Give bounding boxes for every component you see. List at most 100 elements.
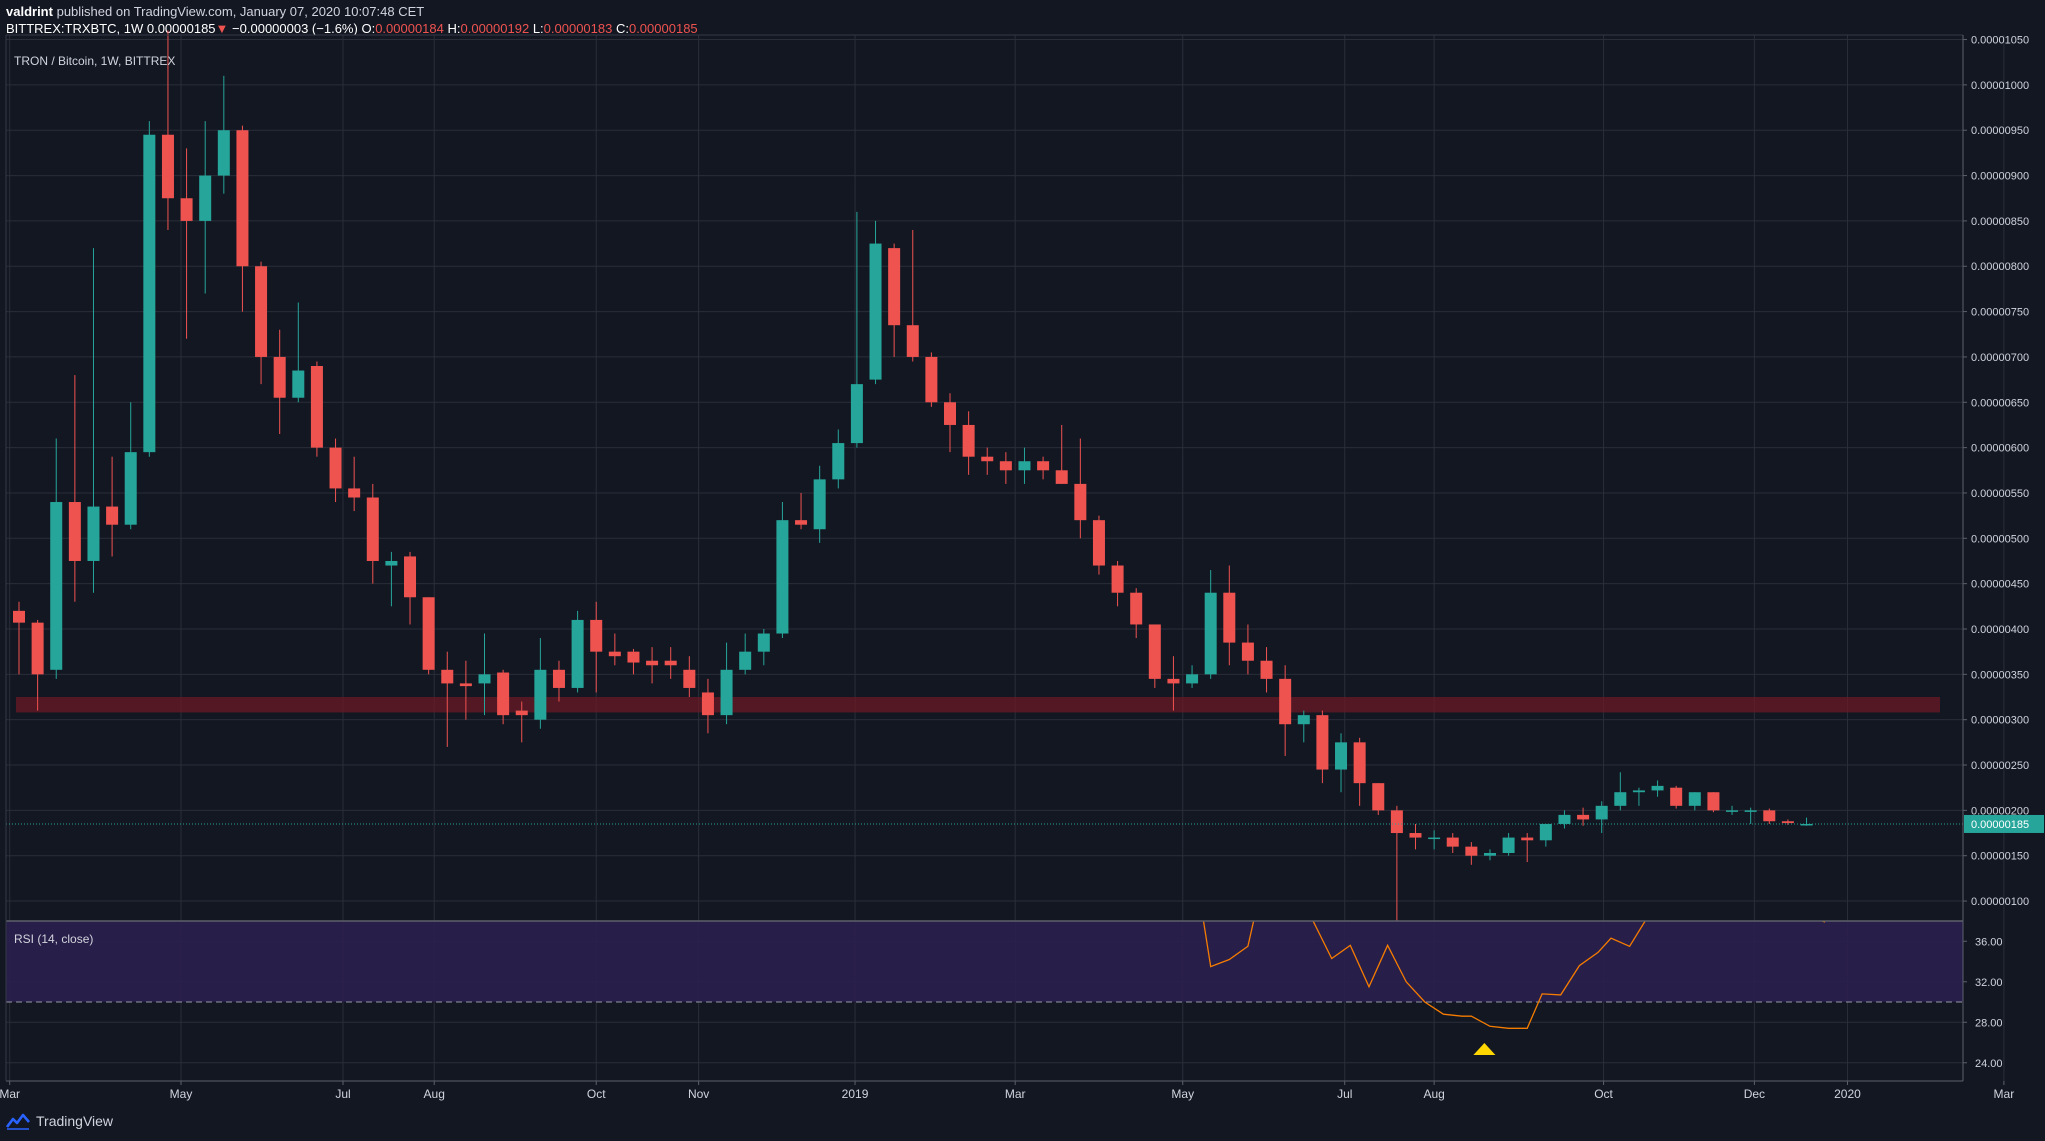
candle (1074, 438, 1087, 539)
candle-body (646, 660, 659, 666)
rsi-band (6, 921, 1963, 1003)
candle (701, 678, 714, 734)
candle (1409, 823, 1422, 850)
candle-body (255, 266, 268, 357)
candle-body (664, 660, 677, 666)
candle-body (1726, 810, 1739, 812)
candle-body (478, 674, 491, 684)
candle-body (1800, 823, 1813, 826)
candle-body (1204, 592, 1217, 675)
candle-body (348, 488, 361, 498)
candle (646, 647, 659, 684)
support-zone (16, 697, 1940, 713)
candle-body (366, 497, 379, 561)
candle (1446, 833, 1459, 853)
candle (310, 361, 323, 457)
candle (1297, 710, 1310, 743)
candle-body (1167, 678, 1180, 684)
candle-body (608, 651, 621, 657)
candle (143, 121, 156, 457)
candle-body (534, 669, 547, 720)
candle-body (1241, 642, 1254, 661)
candle (1781, 819, 1794, 825)
price-tag-bg (1964, 814, 2044, 833)
candle (776, 502, 789, 639)
candle-body (1037, 461, 1050, 471)
high-value: 0.00000192 (460, 21, 530, 36)
candle (199, 121, 212, 294)
candle-body (68, 502, 81, 561)
candle (1632, 787, 1645, 806)
candle-body (217, 130, 230, 176)
candle (552, 660, 565, 702)
time-tick-label: Mar (0, 1087, 20, 1101)
candle-body (385, 560, 398, 566)
time-axis[interactable]: Mar May Jul Aug Oct Nov 2019 Mar May Jul Aug Oct Dec… (0, 1081, 2014, 1101)
time-tick-label: Mar (1005, 1087, 1026, 1101)
price-tick-label: 0.00000800 (1971, 261, 2029, 273)
candle (515, 701, 528, 743)
price-tick-label: 0.00000550 (1971, 488, 2029, 500)
candle (1465, 842, 1478, 865)
candle-body (1707, 792, 1720, 811)
candle-body (31, 622, 44, 675)
candle-body (1483, 852, 1496, 856)
rsi-axis[interactable]: 36.00 32.00 28.00 24.00 (1963, 936, 2003, 1070)
candle-body (1148, 624, 1161, 679)
candle-body (1558, 814, 1571, 824)
price-axis[interactable]: 0.00001050 0.00001000 0.00000950 0.00000900… (1963, 35, 2029, 909)
candle (1744, 807, 1757, 824)
candle-body (441, 669, 454, 684)
time-tick-label: 2019 (842, 1087, 869, 1101)
candle (757, 628, 770, 666)
price-tick-label: 0.00000250 (1971, 760, 2029, 772)
grid (6, 35, 2005, 1081)
footer: TradingView (0, 1104, 2045, 1141)
candle (1223, 565, 1236, 666)
candle (236, 125, 249, 312)
candle-body (1092, 520, 1105, 566)
candle (348, 456, 361, 512)
candle (1800, 817, 1813, 826)
candle (478, 633, 491, 716)
price-tick-label: 0.00000350 (1971, 669, 2029, 681)
candle-body (1614, 792, 1627, 806)
candle (106, 456, 119, 557)
candle-body (1297, 715, 1310, 725)
candle-body (87, 506, 100, 561)
candle (1037, 456, 1050, 480)
price-tick-label: 0.00000950 (1971, 125, 2029, 137)
candle-body (292, 370, 305, 398)
time-tick-label: Jul (335, 1087, 350, 1101)
candle-body (180, 198, 193, 221)
candle-body (1223, 592, 1236, 643)
tradingview-logo[interactable]: TradingView (6, 1112, 113, 1130)
candle (1651, 780, 1664, 797)
candle (869, 220, 882, 385)
candle-body (1502, 837, 1515, 853)
candle-body (1186, 674, 1199, 684)
price-tag-label: 0.00000185 (1971, 819, 2029, 831)
rsi-tick-label: 36.00 (1975, 936, 2003, 948)
candle-body (497, 672, 510, 716)
price-tick-label: 0.00001050 (1971, 35, 2029, 47)
candle (217, 75, 230, 194)
candle (1763, 808, 1776, 824)
candle (813, 465, 826, 543)
candle-body (552, 669, 565, 688)
candle-body (404, 556, 417, 598)
chart-canvas[interactable]: TRON / Bitcoin, 1W, BITTREX RSI (14, clo… (0, 0, 2045, 1104)
candle (1130, 588, 1143, 639)
candle (1204, 570, 1217, 679)
candle-body (1744, 810, 1757, 812)
candle (999, 452, 1012, 484)
candle (720, 642, 733, 725)
candle-body (888, 248, 901, 326)
candle-body (1316, 715, 1329, 770)
candle-body (329, 447, 342, 489)
price-tick-label: 0.00000300 (1971, 715, 2029, 727)
candle-body (757, 633, 770, 652)
author-name[interactable]: valdrint (6, 4, 53, 19)
rsi-signal-marker (1473, 1043, 1496, 1055)
candle (329, 438, 342, 503)
